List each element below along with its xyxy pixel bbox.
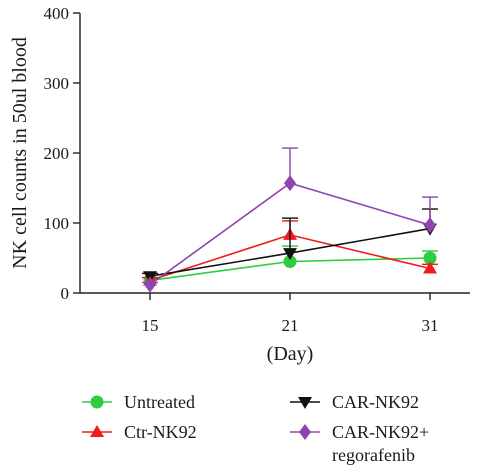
y-tick-label: 400 <box>44 4 70 23</box>
x-tick-label: 15 <box>142 316 159 335</box>
legend-marker <box>90 425 104 437</box>
y-tick-label: 100 <box>44 214 70 233</box>
data-point <box>284 175 296 192</box>
legend-item-1: Ctr-NK92 <box>82 422 197 442</box>
data-point <box>144 276 156 293</box>
legend-label-line: Untreated <box>124 392 195 412</box>
y-tick-label: 300 <box>44 74 70 93</box>
y-tick-label: 200 <box>44 144 70 163</box>
legend-marker <box>90 395 104 409</box>
data-point <box>423 261 437 274</box>
legend-label: Ctr-NK92 <box>124 422 197 442</box>
series-2 <box>142 208 438 284</box>
legend-marker <box>299 424 311 440</box>
legend-item-3: CAR-NK92+ regorafenib <box>290 422 429 465</box>
legend-label: CAR-NK92+ regorafenib <box>332 422 429 465</box>
axes: 0 100 200 300 400 15 21 31 NK cell counts in 50u… <box>9 4 470 365</box>
series-3 <box>142 147 438 293</box>
data-point <box>283 248 297 261</box>
legend-item-2: CAR-NK92 <box>290 392 419 412</box>
legend-label-line: regorafenib <box>332 445 415 465</box>
data-point <box>424 217 436 234</box>
x-axis-title: (Day) <box>267 343 314 365</box>
legend-marker <box>298 397 312 409</box>
legend-label-line: CAR-NK92+ <box>332 422 429 442</box>
data-point <box>423 251 437 265</box>
legend-label: Untreated <box>124 392 195 412</box>
y-tick-label: 0 <box>61 284 70 303</box>
data-point <box>283 255 297 268</box>
legend-label-line: Ctr-NK92 <box>124 422 197 442</box>
legend-label: CAR-NK92 <box>332 392 419 412</box>
legend: Untreated Ctr-NK92 CAR-NK92 CAR-NK92+ regora… <box>82 392 429 465</box>
x-tick-label: 21 <box>282 316 299 335</box>
x-tick-label: 31 <box>422 316 439 335</box>
legend-label-line: CAR-NK92 <box>332 392 419 412</box>
legend-item-0: Untreated <box>82 392 195 412</box>
y-axis-title: NK cell counts in 50ul blood <box>9 37 31 269</box>
series-layer <box>142 147 438 293</box>
